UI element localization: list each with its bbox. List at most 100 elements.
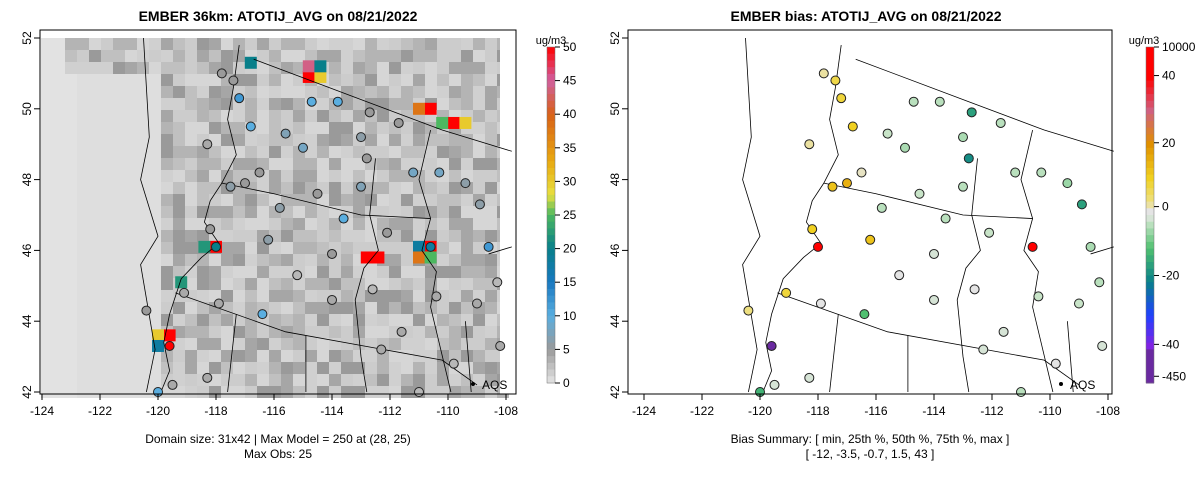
model-hotspot-cell [302, 60, 315, 73]
model-grid-cell [65, 194, 77, 206]
model-grid-cell [41, 170, 53, 182]
model-grid-cell [377, 374, 389, 386]
colorbar-swatch [547, 288, 555, 297]
model-grid-cell [173, 146, 185, 158]
model-grid-cell [389, 194, 401, 206]
model-grid-cell [365, 242, 377, 254]
model-grid-cell [53, 242, 65, 254]
model-grid-cell [77, 182, 89, 194]
model-grid-cell [449, 242, 461, 254]
model-grid-cell [113, 266, 125, 278]
colorbar-swatch [1146, 73, 1154, 82]
model-grid-cell [173, 86, 185, 98]
model-grid-cell [377, 86, 389, 98]
model-grid-cell [77, 314, 89, 326]
model-grid-cell [77, 194, 89, 206]
model-grid-cell [473, 254, 485, 266]
model-grid-cell [341, 326, 353, 338]
model-grid-cell [269, 242, 281, 254]
model-grid-cell [413, 74, 425, 86]
model-grid-cell [353, 38, 365, 50]
model-grid-cell [89, 74, 101, 86]
model-grid-cell [485, 206, 497, 218]
model-grid-cell [41, 362, 53, 374]
model-grid-cell [221, 206, 233, 218]
station-marker [408, 167, 419, 178]
station-marker [298, 142, 308, 153]
model-grid-cell [257, 86, 269, 98]
model-grid-cell [293, 338, 305, 350]
model-grid-cell [197, 386, 209, 398]
station-marker [327, 294, 337, 305]
model-grid-cell [329, 218, 341, 230]
y-tick-label: 48 [20, 173, 34, 187]
colorbar-swatch [1146, 53, 1154, 61]
model-grid-cell [281, 74, 293, 86]
model-grid-cell [425, 170, 437, 182]
model-grid-cell [317, 314, 329, 326]
model-grid-cell [281, 338, 293, 350]
model-grid-cell [185, 194, 197, 206]
model-grid-cell [485, 122, 497, 134]
model-grid-cell [89, 362, 101, 374]
model-grid-cell [245, 290, 257, 302]
model-grid-cell [269, 254, 281, 266]
model-grid-cell [41, 158, 53, 170]
model-grid-cell [53, 170, 65, 182]
model-grid-cell [65, 86, 77, 98]
model-grid-cell [377, 194, 389, 206]
model-grid-cell [317, 122, 329, 134]
model-grid-cell [245, 374, 257, 386]
model-grid-cell [221, 170, 233, 182]
model-grid-cell [437, 326, 449, 338]
model-grid-cell [389, 146, 401, 158]
station-marker [167, 379, 178, 390]
model-grid-cell [125, 158, 137, 170]
model-grid-cell [461, 386, 473, 398]
model-grid-cell [317, 158, 329, 170]
colorbar-swatch [547, 302, 555, 310]
model-grid-cell [269, 50, 281, 62]
station-bias-marker [1097, 340, 1108, 351]
model-grid-cell [305, 86, 317, 98]
model-grid-cell [209, 50, 221, 62]
model-grid-cell [377, 62, 389, 74]
model-grid-cell [425, 134, 437, 146]
model-grid-cell [341, 314, 353, 326]
model-grid-cell [173, 266, 185, 278]
model-grid-cell [65, 98, 77, 110]
model-grid-cell [245, 338, 257, 350]
model-grid-cell [161, 266, 173, 278]
x-tick-label: -108 [1096, 404, 1120, 418]
model-grid-cell [305, 38, 317, 50]
model-grid-cell [257, 290, 269, 302]
model-grid-cell [65, 254, 77, 266]
model-grid-cell [401, 158, 413, 170]
model-grid-cell [329, 278, 341, 290]
model-grid-cell [473, 62, 485, 74]
model-grid-cell [161, 350, 173, 362]
model-grid-cell [257, 98, 269, 110]
colorbar-swatch [547, 342, 555, 350]
model-grid-cell [65, 302, 77, 314]
colorbar-tick-label: 20 [563, 242, 577, 256]
model-grid-cell [89, 314, 101, 326]
model-grid-cell [245, 230, 257, 242]
station-bias-marker [978, 344, 989, 355]
model-grid-cell [125, 386, 137, 398]
model-grid-cell [449, 326, 461, 338]
model-grid-cell [101, 146, 113, 158]
model-grid-cell [257, 158, 269, 170]
model-grid-cell [449, 314, 461, 326]
model-grid-cell [341, 278, 353, 290]
state-border [175, 292, 478, 386]
model-grid-cell [317, 254, 329, 266]
x-tick-label: -114 [922, 404, 945, 418]
model-grid-cell [53, 374, 65, 386]
model-grid-cell [425, 182, 437, 194]
model-grid-cell [485, 62, 497, 74]
model-grid-cell [425, 374, 437, 386]
model-grid-cell [377, 326, 389, 338]
model-grid-cell [305, 50, 317, 62]
